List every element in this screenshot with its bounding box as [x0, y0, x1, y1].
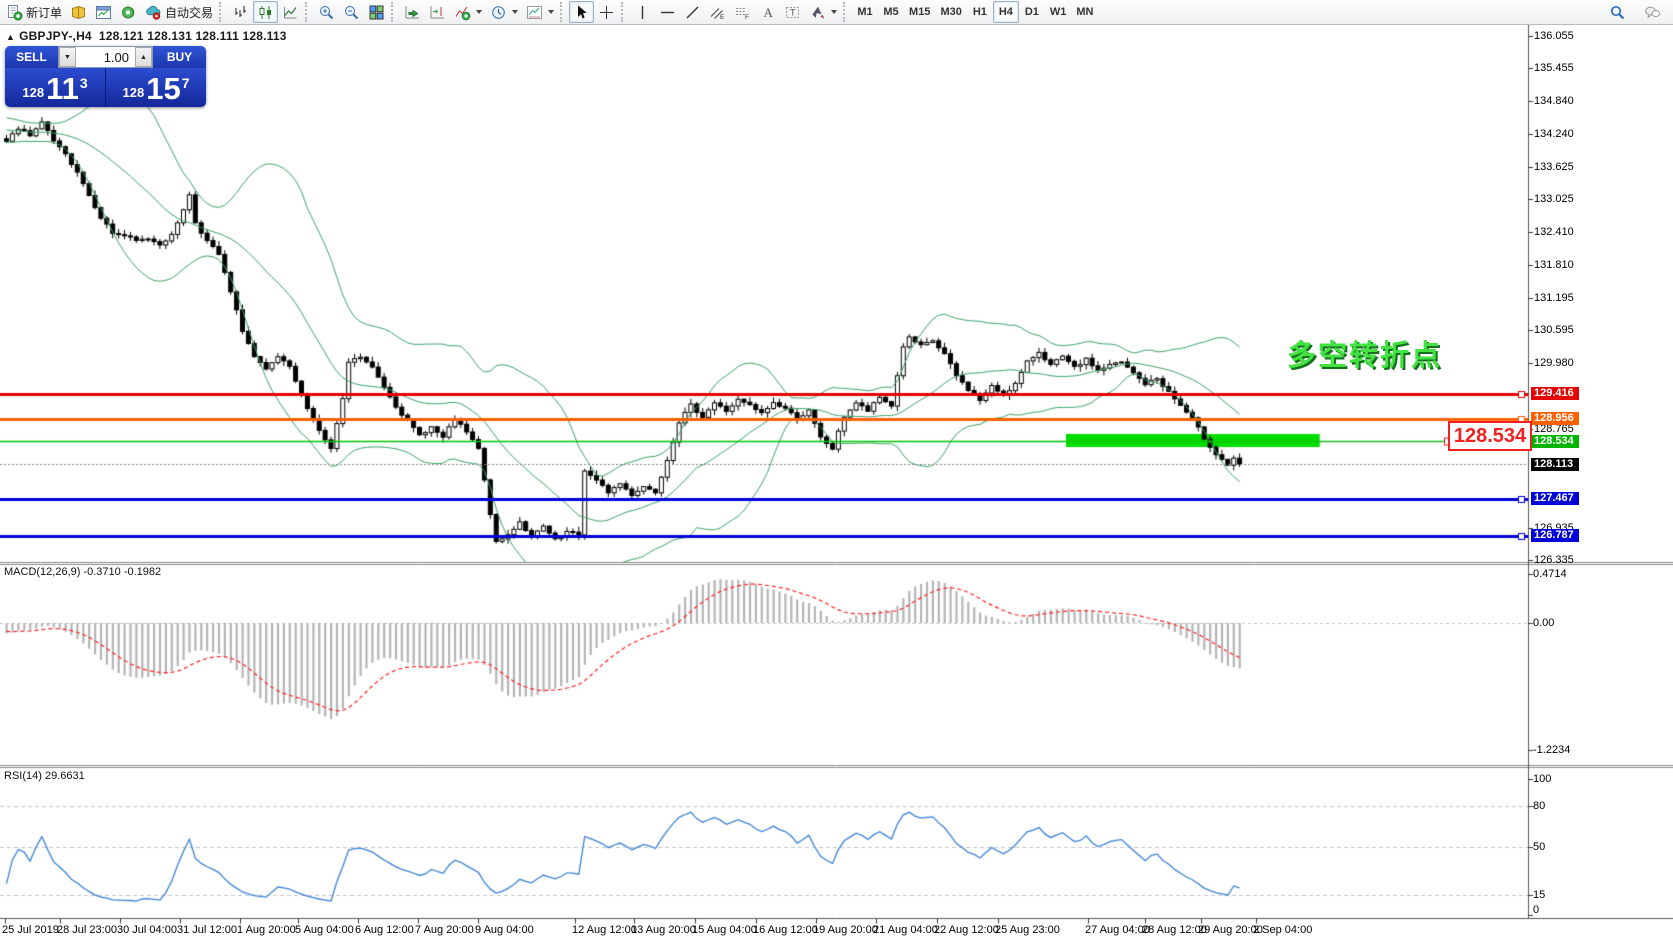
arrows-icon	[809, 4, 826, 21]
candlestick-button[interactable]	[253, 1, 279, 23]
cursor-icon	[573, 4, 590, 21]
new-order-icon	[6, 4, 23, 21]
toolbar-separator	[843, 2, 850, 22]
sell-price[interactable]: 128 11 3	[5, 68, 106, 107]
buy-button[interactable]: BUY	[153, 46, 206, 68]
alerts-icon	[120, 4, 137, 21]
buy-price-figure: 128	[122, 85, 145, 100]
cursor-button[interactable]	[569, 1, 595, 23]
history-center-button[interactable]	[66, 1, 91, 23]
toolbar-separator	[391, 2, 398, 22]
vertical-line-button[interactable]	[630, 1, 655, 23]
new-order-label: 新订单	[26, 5, 63, 20]
volume-increase-button[interactable]: ▲	[135, 47, 152, 67]
buy-price-point: 7	[181, 75, 190, 91]
periods-icon	[490, 4, 507, 21]
timeframe-mn-button[interactable]: MN	[1076, 6, 1094, 18]
autotrading-icon	[145, 4, 162, 21]
timeframe-m30-button[interactable]: M30	[940, 6, 962, 18]
timeframe-h4-button[interactable]: H4	[992, 1, 1019, 23]
zoom-in-button[interactable]	[314, 1, 339, 23]
chart-canvas[interactable]	[0, 25, 1673, 946]
tile-windows-button[interactable]	[364, 1, 389, 23]
trendline-button[interactable]	[680, 1, 705, 23]
arrows-button[interactable]	[805, 1, 841, 23]
sell-price-pips: 11	[46, 71, 79, 106]
horizontal-line-button[interactable]	[655, 1, 680, 23]
equidistant-channel-icon: E	[709, 4, 726, 21]
zoom-out-icon	[343, 4, 360, 21]
arrows-dropdown-caret[interactable]	[831, 10, 838, 14]
toolbar-buttons: 新订单 自动交易 E F A T	[2, 1, 852, 23]
toolbar-separator	[560, 2, 567, 22]
indicators-icon	[454, 4, 471, 21]
zoom-in-icon	[318, 4, 335, 21]
timeframe-m1-button[interactable]: M1	[857, 6, 873, 18]
horizontal-line-icon	[659, 4, 676, 21]
zoom-out-button[interactable]	[339, 1, 364, 23]
tile-windows-icon	[368, 4, 385, 21]
equidistant-channel-button[interactable]: E	[705, 1, 730, 23]
svg-text:F: F	[745, 14, 749, 21]
toolbar-separator	[621, 2, 628, 22]
text-icon: A	[759, 4, 776, 21]
search-icon[interactable]	[1605, 1, 1630, 23]
chart-window-button[interactable]	[91, 1, 116, 23]
indicators-button[interactable]	[450, 1, 486, 23]
templates-dropdown-caret[interactable]	[548, 10, 555, 14]
templates-button[interactable]	[522, 1, 558, 23]
bar-chart-icon	[232, 4, 249, 21]
text-label-button[interactable]: T	[780, 1, 805, 23]
bar-chart-button[interactable]	[228, 1, 253, 23]
autotrading-button[interactable]: 自动交易	[141, 1, 217, 23]
timeframe-bar: M1 M5 M15 M30 H1 H4 D1 W1 MN	[852, 1, 1098, 23]
crosshair-icon	[598, 4, 615, 21]
sell-price-point: 3	[79, 75, 88, 91]
text-button[interactable]: A	[755, 1, 780, 23]
toolbar-right	[1605, 1, 1665, 23]
buy-price[interactable]: 128 15 7	[106, 68, 206, 107]
timeframe-h1-button[interactable]: H1	[972, 6, 987, 18]
new-order-button[interactable]: 新订单	[2, 1, 66, 23]
history-center-icon	[70, 4, 87, 21]
timeframe-m15-button[interactable]: M15	[909, 6, 931, 18]
svg-text:T: T	[790, 7, 796, 17]
svg-text:E: E	[720, 14, 725, 21]
line-chart-button[interactable]	[278, 1, 303, 23]
periods-button[interactable]	[486, 1, 522, 23]
alerts-button[interactable]	[116, 1, 141, 23]
fibonacci-button[interactable]: F	[730, 1, 755, 23]
text-label-icon: T	[784, 4, 801, 21]
crosshair-button[interactable]	[594, 1, 619, 23]
trendline-icon	[684, 4, 701, 21]
auto-scroll-icon	[404, 4, 421, 21]
periods-dropdown-caret[interactable]	[512, 10, 519, 14]
toolbar-separator	[219, 2, 226, 22]
toolbar: 新订单 自动交易 E F A T M1 M5 M15 M30 H1 H4 D1 W1 MN	[0, 0, 1673, 25]
chat-icon[interactable]	[1640, 1, 1665, 23]
buy-price-pips: 15	[146, 71, 181, 106]
timeframe-d1-button[interactable]: D1	[1024, 6, 1039, 18]
vertical-line-icon	[634, 4, 651, 21]
chart-area: ▲ GBPJPY-,H4 128.121 128.131 128.111 128.…	[0, 25, 1673, 946]
volume-input[interactable]: 1.00	[103, 49, 129, 65]
one-click-trade-panel: SELL ▼ 1.00 ▲ BUY 128 11 3 128 15 7	[5, 46, 206, 107]
candlestick-icon	[257, 4, 274, 21]
chart-shift-icon	[429, 4, 446, 21]
toolbar-separator	[305, 2, 312, 22]
chart-window-icon	[95, 4, 112, 21]
line-chart-icon	[282, 4, 299, 21]
fibonacci-icon: F	[734, 4, 751, 21]
svg-text:A: A	[764, 5, 774, 20]
templates-icon	[526, 4, 543, 21]
sell-price-figure: 128	[22, 85, 45, 100]
volume-decrease-button[interactable]: ▼	[59, 47, 76, 67]
autotrading-label: 自动交易	[165, 5, 214, 20]
auto-scroll-button[interactable]	[400, 1, 425, 23]
sell-button[interactable]: SELL	[5, 46, 58, 68]
timeframe-m5-button[interactable]: M5	[883, 6, 899, 18]
chart-shift-button[interactable]	[425, 1, 450, 23]
timeframe-w1-button[interactable]: W1	[1049, 6, 1067, 18]
indicators-dropdown-caret[interactable]	[476, 10, 483, 14]
